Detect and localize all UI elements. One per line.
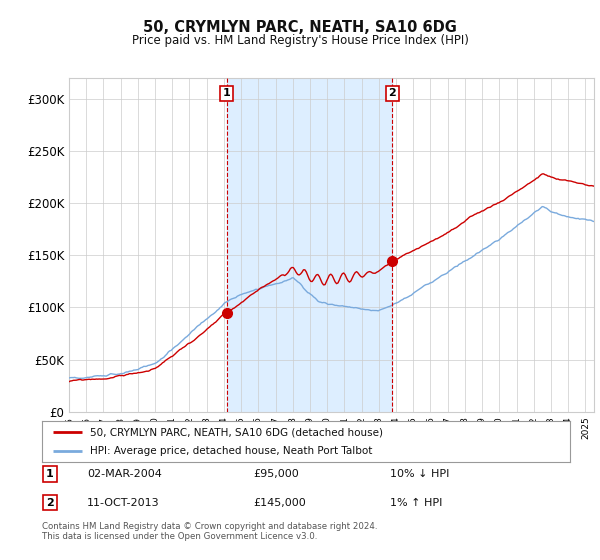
Text: 2: 2: [46, 498, 54, 507]
Text: 1: 1: [223, 88, 231, 99]
Text: 11-OCT-2013: 11-OCT-2013: [87, 498, 160, 507]
Bar: [227, 78, 392, 412]
Text: 10% ↓ HPI: 10% ↓ HPI: [391, 469, 450, 479]
Text: Contains HM Land Registry data © Crown copyright and database right 2024.
This d: Contains HM Land Registry data © Crown c…: [42, 522, 377, 542]
Text: 50, CRYMLYN PARC, NEATH, SA10 6DG: 50, CRYMLYN PARC, NEATH, SA10 6DG: [143, 20, 457, 35]
Text: HPI: Average price, detached house, Neath Port Talbot: HPI: Average price, detached house, Neat…: [89, 446, 372, 456]
Text: 2: 2: [388, 88, 396, 99]
Text: 50, CRYMLYN PARC, NEATH, SA10 6DG (detached house): 50, CRYMLYN PARC, NEATH, SA10 6DG (detac…: [89, 427, 383, 437]
Text: 1: 1: [46, 469, 54, 479]
Text: Price paid vs. HM Land Registry's House Price Index (HPI): Price paid vs. HM Land Registry's House …: [131, 34, 469, 46]
Text: £95,000: £95,000: [253, 469, 299, 479]
Text: £145,000: £145,000: [253, 498, 306, 507]
Text: 1% ↑ HPI: 1% ↑ HPI: [391, 498, 443, 507]
Text: 02-MAR-2004: 02-MAR-2004: [87, 469, 162, 479]
